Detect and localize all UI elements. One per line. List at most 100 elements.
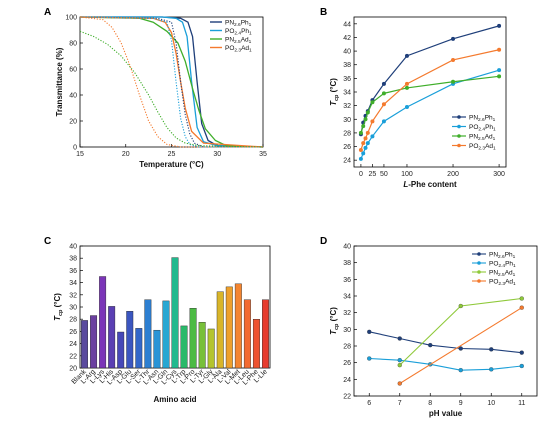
legend-text: PO bbox=[469, 143, 478, 150]
panel-label-d: D bbox=[320, 236, 327, 247]
legend-marker bbox=[457, 134, 461, 138]
data-point bbox=[365, 110, 370, 115]
y-axis-label: Tcp (°C) bbox=[53, 293, 64, 321]
data-point bbox=[489, 367, 494, 372]
legend-text: Ad bbox=[241, 45, 249, 52]
data-point bbox=[363, 136, 368, 141]
legend-text: PO bbox=[489, 278, 498, 285]
legend-subscript: 1 bbox=[249, 30, 252, 36]
x-tick-label: 30 bbox=[213, 151, 221, 158]
data-point bbox=[404, 81, 409, 86]
x-tick-label: 9 bbox=[459, 400, 463, 407]
x-tick-label: 15 bbox=[76, 151, 84, 158]
legend-subscript: 1 bbox=[249, 47, 252, 53]
y-axis-label-part: cp bbox=[334, 323, 340, 330]
legend-text: Ph bbox=[505, 260, 513, 267]
data-point bbox=[381, 81, 386, 86]
legend-subscript: 2.5 bbox=[234, 39, 241, 45]
legend-text: Ad bbox=[485, 133, 493, 140]
y-tick-label: 30 bbox=[343, 117, 351, 124]
legend-text: Ph bbox=[485, 114, 493, 121]
x-tick-label: 6 bbox=[367, 400, 371, 407]
y-tick-label: 44 bbox=[343, 21, 351, 28]
bar bbox=[225, 286, 233, 369]
data-point bbox=[397, 336, 402, 341]
legend-subscript: 2.3 bbox=[478, 145, 485, 151]
x-tick-label: 25 bbox=[369, 171, 377, 178]
data-point bbox=[497, 23, 502, 28]
y-tick-label: 22 bbox=[343, 394, 351, 401]
legend-marker bbox=[477, 279, 481, 283]
legend-text: Ad bbox=[505, 269, 513, 276]
y-axis-label-part: cp bbox=[334, 94, 340, 101]
data-point bbox=[381, 91, 386, 96]
y-axis-label-part: (°C) bbox=[329, 307, 338, 324]
data-point bbox=[361, 124, 366, 129]
y-tick-label: 38 bbox=[343, 260, 351, 267]
x-axis-label-part: L bbox=[403, 180, 408, 189]
y-tick-label: 26 bbox=[343, 144, 351, 151]
y-tick-label: 0 bbox=[73, 145, 77, 152]
y-tick-label: 60 bbox=[69, 67, 77, 74]
x-tick-label: 8 bbox=[428, 400, 432, 407]
y-tick-label: 40 bbox=[343, 244, 351, 251]
y-axis-label-part: cp bbox=[58, 309, 64, 316]
legend-subscript: 2.3 bbox=[234, 47, 241, 53]
y-axis-label-part: (°C) bbox=[53, 293, 62, 310]
data-point bbox=[404, 53, 409, 58]
data-point bbox=[381, 119, 386, 124]
bar bbox=[216, 291, 224, 369]
y-tick-label: 28 bbox=[343, 344, 351, 351]
bar bbox=[99, 276, 107, 369]
legend-subscript: 1 bbox=[249, 22, 252, 28]
bar bbox=[189, 308, 197, 369]
bar bbox=[252, 319, 260, 369]
y-axis-label: Tcp (°C) bbox=[329, 307, 340, 335]
bar bbox=[198, 322, 206, 369]
bar bbox=[90, 315, 98, 369]
panel-label-b: B bbox=[320, 7, 327, 18]
bar bbox=[144, 299, 152, 369]
bar bbox=[243, 299, 251, 369]
bar bbox=[234, 283, 242, 369]
legend-subscript: 2.6 bbox=[478, 117, 485, 123]
series-line-2 bbox=[399, 297, 522, 366]
legend-subscript: 1 bbox=[493, 117, 496, 123]
series-line-3 bbox=[360, 49, 500, 151]
y-tick-label: 40 bbox=[343, 49, 351, 56]
bar bbox=[171, 257, 179, 369]
data-point bbox=[367, 329, 372, 334]
legend-text: Ad bbox=[485, 143, 493, 150]
x-axis-label: Amino acid bbox=[153, 395, 196, 404]
legend-label: PO2.3Ad1 bbox=[469, 143, 496, 152]
legend-subscript: 1 bbox=[493, 145, 496, 151]
y-tick-label: 20 bbox=[69, 366, 77, 373]
x-axis-label: L-Phe content bbox=[403, 180, 457, 189]
x-tick-label: 25 bbox=[168, 151, 176, 158]
y-tick-label: 36 bbox=[343, 76, 351, 83]
series-line-dotted-7 bbox=[79, 16, 263, 148]
legend-text: PN bbox=[489, 269, 498, 276]
y-tick-label: 80 bbox=[69, 41, 77, 48]
data-point bbox=[365, 130, 370, 135]
data-point bbox=[404, 105, 409, 109]
data-point bbox=[519, 350, 524, 355]
data-point bbox=[370, 119, 375, 124]
x-tick-label: 7 bbox=[398, 400, 402, 407]
data-point bbox=[358, 130, 363, 135]
legend-text: Ph bbox=[505, 251, 513, 258]
y-tick-label: 40 bbox=[69, 244, 77, 251]
legend-subscript: 1 bbox=[513, 263, 516, 269]
data-point bbox=[363, 145, 368, 150]
legend-marker bbox=[477, 270, 481, 274]
series-line-dotted-6 bbox=[79, 30, 264, 148]
y-tick-label: 32 bbox=[343, 103, 351, 110]
legend-subscript: 1 bbox=[513, 254, 516, 260]
legend-label: PN2.6Ph1 bbox=[225, 19, 252, 28]
legend-label: PN2.6Ph1 bbox=[489, 251, 516, 260]
legend-label: PO2.4Ph1 bbox=[469, 124, 496, 133]
data-point bbox=[367, 356, 372, 361]
y-tick-label: 24 bbox=[69, 341, 77, 348]
data-point bbox=[361, 141, 366, 146]
